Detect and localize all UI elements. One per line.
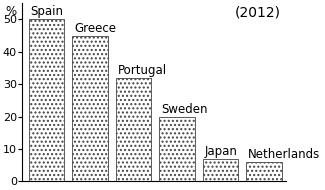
Bar <box>29 19 64 181</box>
Text: Netherlands: Netherlands <box>248 148 320 161</box>
Bar <box>116 78 151 181</box>
Text: Greece: Greece <box>74 22 116 35</box>
Bar <box>246 162 282 181</box>
Text: Spain: Spain <box>31 6 64 18</box>
Text: (2012): (2012) <box>235 5 280 19</box>
Text: Portugal: Portugal <box>118 64 167 77</box>
Text: Sweden: Sweden <box>161 103 208 116</box>
Bar <box>203 159 238 181</box>
Text: %: % <box>5 6 16 18</box>
Bar <box>72 36 108 181</box>
Text: Japan: Japan <box>205 145 238 158</box>
Bar <box>159 116 195 181</box>
